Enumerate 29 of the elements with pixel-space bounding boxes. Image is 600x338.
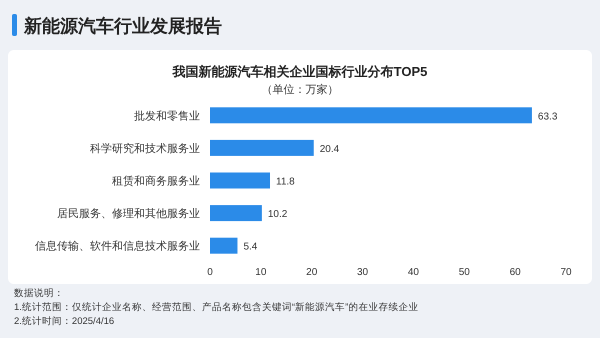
text: 1.统计范围：仅统计企业名称、经营范围、产品名称包含关键词“新能源汽车”的在业存续企业 xyxy=(14,301,418,313)
text: 数据说明： xyxy=(14,287,64,299)
data-label: 10.2 xyxy=(268,209,288,220)
data-label: 20.4 xyxy=(320,144,340,155)
data-label: 63.3 xyxy=(538,111,558,122)
y-tick-label: 信息传输、软件和信息技术服务业 xyxy=(35,240,200,253)
y-tick-label: 居民服务、修理和其他服务业 xyxy=(57,207,200,220)
chart-subtitle: （单位：万家） xyxy=(262,83,338,96)
bar xyxy=(210,140,314,156)
x-tick-label: 70 xyxy=(560,267,572,278)
bar xyxy=(210,205,262,222)
text: 新能源汽车行业发展报告 xyxy=(23,16,222,36)
chart-title: 我国新能源汽车相关企业国标行业分布TOP5 xyxy=(172,64,428,79)
bar xyxy=(210,238,238,254)
bar xyxy=(210,107,532,124)
x-tick-label: 60 xyxy=(510,267,522,278)
x-tick-label: 20 xyxy=(306,267,318,278)
data-label: 5.4 xyxy=(243,242,258,253)
x-tick-label: 40 xyxy=(408,267,420,278)
text: 2.统计时间：2025/4/16 xyxy=(14,315,114,327)
x-tick-label: 30 xyxy=(357,267,369,278)
x-tick-label: 50 xyxy=(458,267,470,278)
x-tick-label: 0 xyxy=(207,267,214,278)
data-label: 11.8 xyxy=(276,176,296,188)
y-tick-label: 租赁和商务服务业 xyxy=(112,174,200,188)
x-tick-label: 10 xyxy=(255,267,267,278)
bar xyxy=(210,172,270,188)
y-tick-label: 科学研究和技术服务业 xyxy=(90,142,200,155)
y-tick-label: 批发和零售业 xyxy=(134,109,200,122)
